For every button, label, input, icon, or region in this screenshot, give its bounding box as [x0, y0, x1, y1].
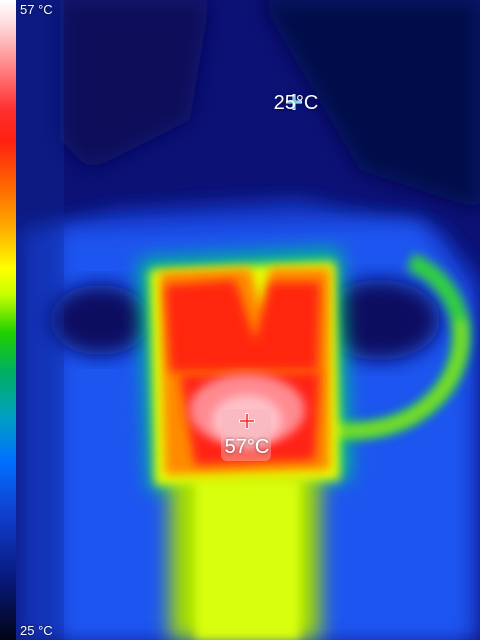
temperature-scale-bar	[0, 0, 16, 640]
hot-spot-label: 57°C	[224, 436, 270, 458]
scale-max-label: 57 °C	[20, 2, 53, 17]
crosshair-icon	[239, 413, 255, 429]
crosshair-icon	[286, 94, 302, 110]
scale-min-label: 25 °C	[20, 623, 53, 638]
cold-spot-label: 25°C	[273, 92, 319, 114]
